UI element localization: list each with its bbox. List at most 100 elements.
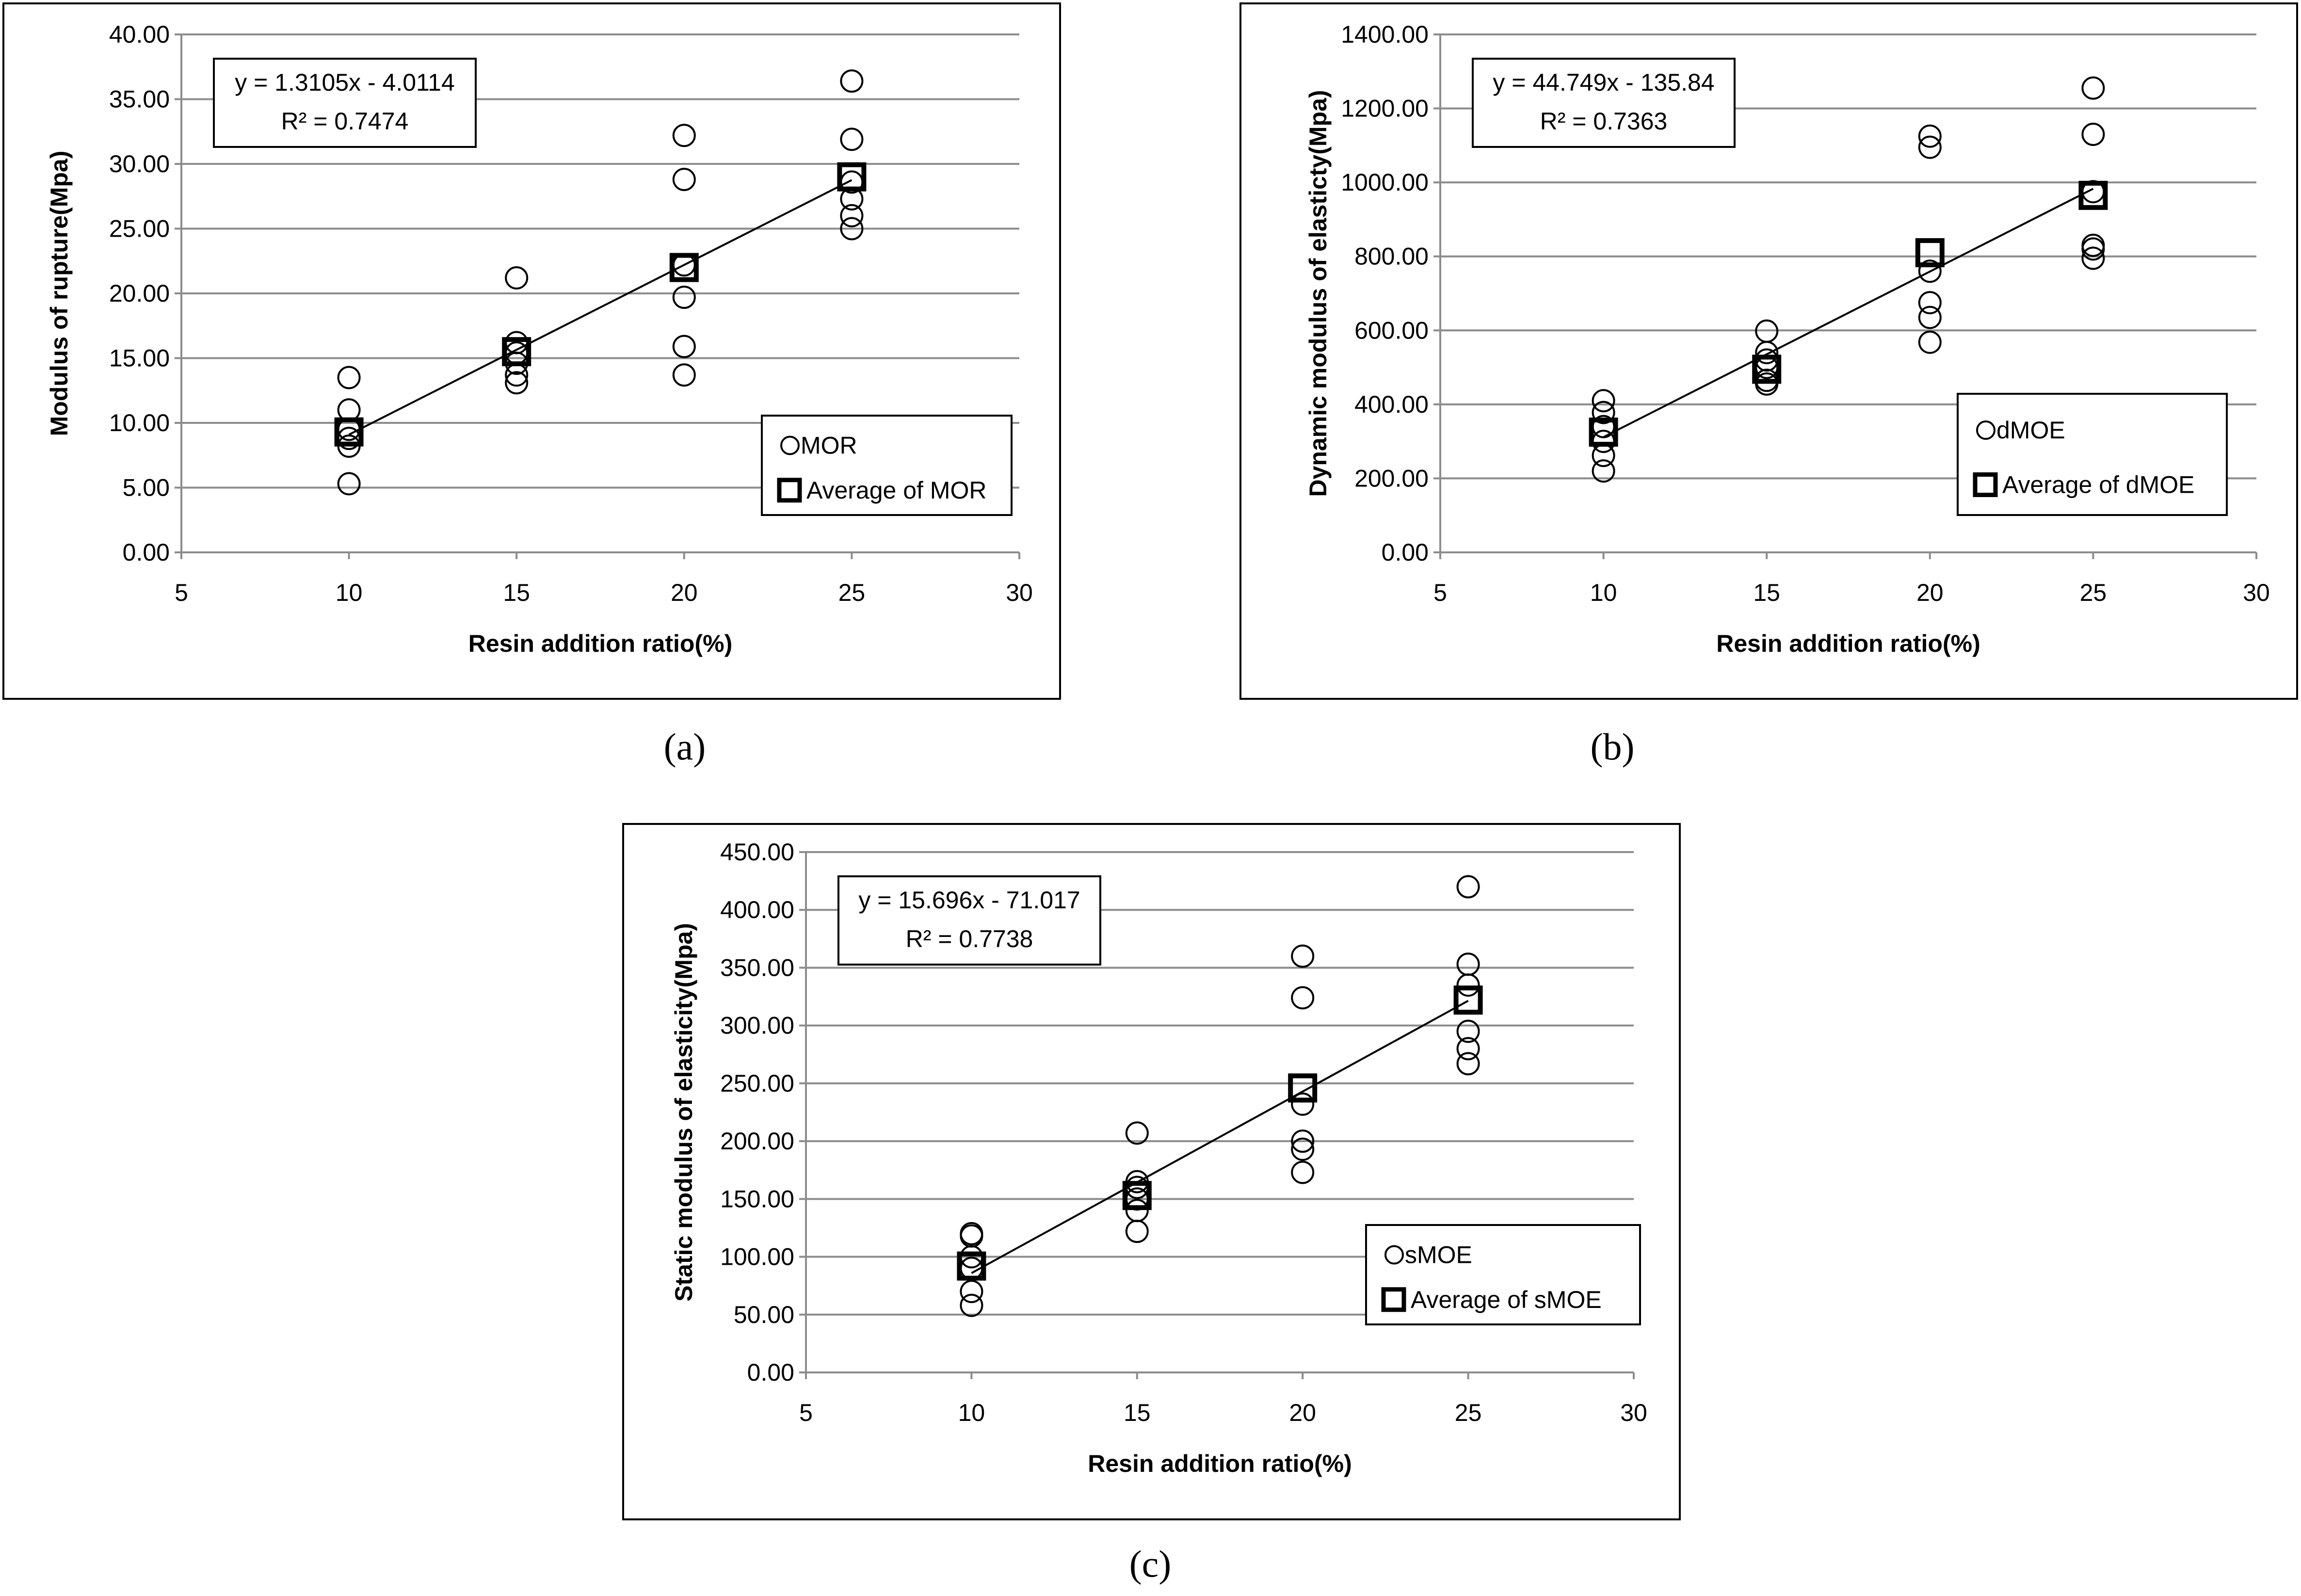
r-squared-label: R² = 0.7474 bbox=[281, 108, 409, 135]
average-point-square bbox=[1752, 355, 1782, 384]
trendline bbox=[971, 1000, 1469, 1274]
legend-circle-marker bbox=[780, 435, 800, 455]
legend-box bbox=[761, 415, 1013, 516]
average-point-square bbox=[502, 337, 531, 367]
x-tick-label: 10 bbox=[1590, 579, 1617, 606]
y-tick-label: 450.00 bbox=[720, 838, 794, 866]
x-tick-label: 30 bbox=[1006, 579, 1033, 606]
equation-label: y = 1.3105x - 4.0114 bbox=[235, 69, 455, 96]
legend-label: Average of dMOE bbox=[2002, 471, 2195, 499]
data-point-circle bbox=[1918, 124, 1942, 148]
y-tick-label: 40.00 bbox=[109, 21, 170, 48]
chart-panel-b: 0.00 200.00 400.00 600.00 800.00 1000.00 1200.… bbox=[1239, 2, 2299, 700]
legend-label: sMOE bbox=[1405, 1241, 1472, 1269]
data-point-circle bbox=[1755, 319, 1779, 343]
y-tick-label: 100.00 bbox=[720, 1243, 794, 1271]
x-tick-label: 25 bbox=[1455, 1399, 1482, 1426]
y-tick-label: 600.00 bbox=[1354, 317, 1429, 344]
data-point-circle bbox=[337, 472, 361, 496]
y-tick-label: 25.00 bbox=[109, 215, 170, 242]
data-point-circle bbox=[672, 286, 696, 309]
chart-c-svg: 0.00 50.00 100.00 150.00 200.00 250.00 300.00 3… bbox=[622, 823, 1681, 1520]
data-point-circle bbox=[1592, 401, 1615, 424]
x-axis-title: Resin addition ratio(%) bbox=[468, 630, 732, 657]
trendline bbox=[348, 179, 853, 435]
equation-label: y = 15.696x - 71.017 bbox=[858, 887, 1080, 914]
data-point-circle bbox=[1125, 1121, 1149, 1145]
y-tick-label: 300.00 bbox=[720, 1012, 794, 1039]
average-point-square bbox=[669, 253, 699, 282]
x-tick-label: 5 bbox=[175, 579, 188, 606]
average-point-square bbox=[1453, 985, 1483, 1015]
average-point-square bbox=[1915, 238, 1945, 268]
y-axis-title: Dynamic modulus of elasticty(Mpa) bbox=[1304, 90, 1332, 497]
x-tick-label: 15 bbox=[1124, 1399, 1151, 1426]
y-tick-label: 50.00 bbox=[734, 1301, 794, 1328]
data-point-circle bbox=[672, 124, 696, 147]
data-point-circle bbox=[1291, 1129, 1315, 1153]
y-tick-label: 400.00 bbox=[720, 896, 794, 923]
data-point-circle bbox=[2081, 233, 2105, 257]
data-point-circle bbox=[1918, 330, 1942, 354]
data-point-circle bbox=[840, 204, 864, 227]
x-tick-label: 20 bbox=[671, 579, 698, 606]
legend-label: dMOE bbox=[1996, 417, 2065, 444]
data-point-circle bbox=[505, 266, 529, 290]
data-point-circle bbox=[960, 1280, 983, 1304]
data-point-circle bbox=[1125, 1199, 1149, 1223]
data-point-circle bbox=[1291, 1092, 1315, 1116]
legend-label: MOR bbox=[801, 432, 857, 459]
y-tick-label: 30.00 bbox=[109, 150, 170, 177]
y-tick-label: 150.00 bbox=[720, 1185, 794, 1212]
average-point-square bbox=[957, 1251, 986, 1281]
data-point-circle bbox=[840, 128, 864, 151]
y-tick-label: 400.00 bbox=[1354, 391, 1429, 418]
data-point-circle bbox=[1456, 1037, 1480, 1061]
panel-label-a: (a) bbox=[663, 725, 706, 768]
equation-box bbox=[837, 875, 1101, 966]
y-tick-label: 0.00 bbox=[123, 539, 170, 566]
data-point-circle bbox=[1456, 1019, 1480, 1043]
y-tick-label: 35.00 bbox=[109, 86, 170, 113]
x-tick-label: 5 bbox=[799, 1399, 813, 1426]
x-axis-title: Resin addition ratio(%) bbox=[1716, 630, 1980, 657]
chart-panel-c: 0.00 50.00 100.00 150.00 200.00 250.00 300.00 3… bbox=[622, 822, 1681, 1521]
x-tick-label: 5 bbox=[1433, 579, 1447, 606]
data-point-circle bbox=[1918, 291, 1942, 315]
data-point-circle bbox=[960, 1293, 983, 1317]
x-tick-label: 25 bbox=[838, 579, 866, 606]
data-point-circle bbox=[1918, 135, 1942, 159]
y-tick-label: 0.00 bbox=[747, 1359, 794, 1386]
data-point-circle bbox=[1918, 306, 1942, 329]
data-point-circle bbox=[2081, 122, 2105, 146]
y-tick-label: 200.00 bbox=[1354, 465, 1429, 492]
average-point-square bbox=[334, 417, 364, 447]
average-point-square bbox=[1122, 1181, 1152, 1210]
data-point-circle bbox=[672, 363, 696, 387]
data-point-circle bbox=[2081, 76, 2105, 100]
data-point-circle bbox=[1456, 952, 1480, 976]
r-squared-label: R² = 0.7738 bbox=[906, 925, 1033, 952]
chart-panel-a: 0.00 5.00 10.00 15.00 20.00 25.00 30.00 35.00 40… bbox=[2, 2, 1062, 700]
legend-label: Average of MOR bbox=[806, 477, 986, 504]
equation-label: y = 44.749x - 135.84 bbox=[1493, 69, 1714, 96]
average-point-square bbox=[1589, 418, 1618, 447]
y-tick-label: 250.00 bbox=[720, 1070, 794, 1097]
data-point-circle bbox=[1918, 259, 1942, 283]
y-axis-title: Static modulus of elasticity(Mpa) bbox=[670, 923, 697, 1302]
average-point-square bbox=[2078, 180, 2108, 210]
x-tick-label: 20 bbox=[1916, 579, 1944, 606]
y-tick-label: 10.00 bbox=[109, 409, 170, 436]
chart-a-svg: 0.00 5.00 10.00 15.00 20.00 25.00 30.00 35.00 40… bbox=[2, 2, 1061, 700]
data-point-circle bbox=[1592, 389, 1615, 413]
chart-b-svg: 0.00 200.00 400.00 600.00 800.00 1000.00 1200.… bbox=[1239, 2, 2298, 700]
data-point-circle bbox=[1291, 1161, 1315, 1184]
y-tick-label: 5.00 bbox=[123, 474, 170, 501]
legend-label: Average of sMOE bbox=[1411, 1286, 1602, 1313]
chart-frame bbox=[1239, 2, 2298, 700]
x-tick-label: 10 bbox=[336, 579, 363, 606]
x-tick-label: 15 bbox=[503, 579, 530, 606]
data-point-circle bbox=[840, 217, 864, 241]
panel-label-b: (b) bbox=[1590, 725, 1635, 768]
data-point-circle bbox=[1291, 986, 1315, 1010]
